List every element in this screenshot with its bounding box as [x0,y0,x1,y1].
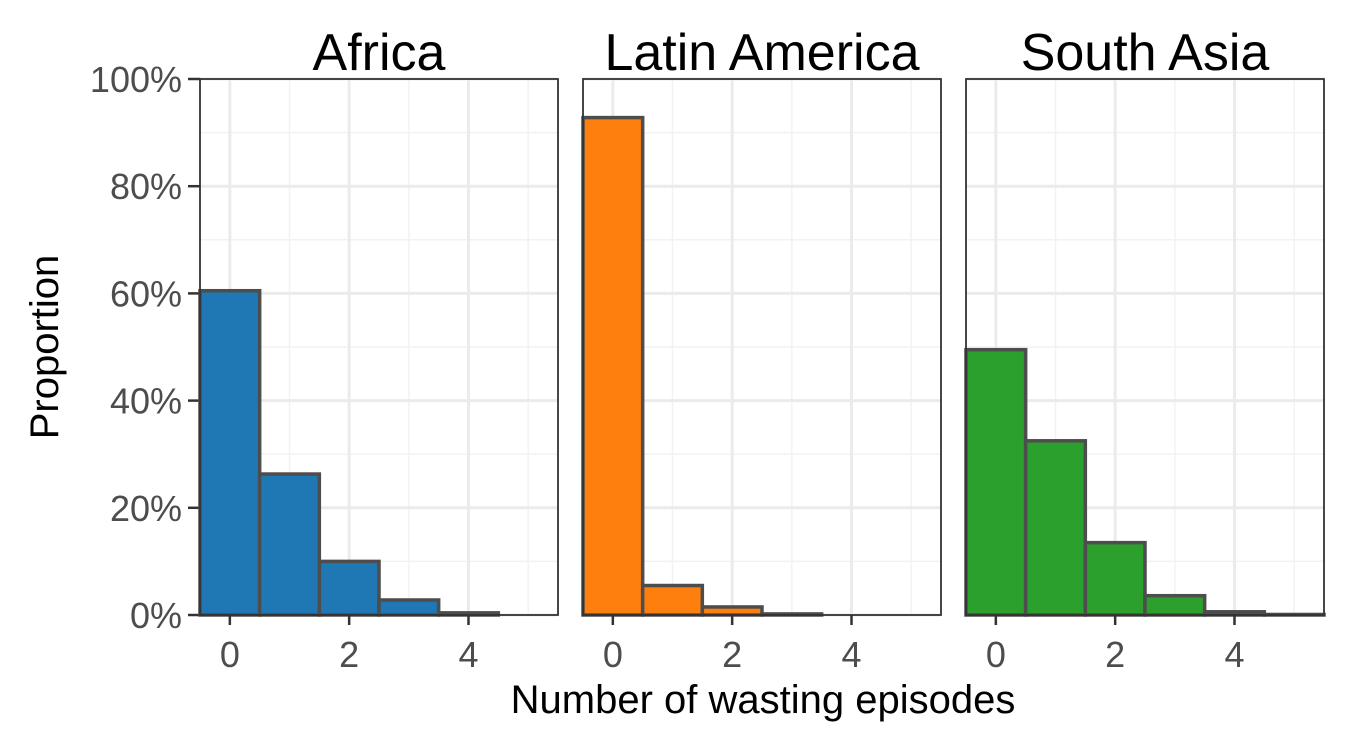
bar-2 [317,559,381,617]
y-tick-label: 100% [90,59,182,100]
x-tick-label: 2 [1105,634,1125,675]
panel-border [199,78,559,616]
bar-3 [1143,593,1207,617]
panel-south-asia: 0 2 4 South Asia [964,24,1326,675]
panel-title: South Asia [1021,24,1270,82]
panel-latin-america: 0 2 4 Latin America [581,24,942,675]
bar-2 [1083,540,1147,617]
panel-border [582,78,942,616]
y-tick-label: 0% [130,595,182,636]
x-tick-label: 0 [603,634,623,675]
y-axis: 0% 20% 40% 60% 80% 100% [90,59,200,636]
x-tick-label: 0 [220,634,240,675]
panel-title: Africa [313,24,446,82]
panel-title: Latin America [604,24,919,82]
x-tick-label: 2 [339,634,359,675]
x-tick-label: 4 [1224,634,1244,675]
x-tick-label: 0 [986,634,1006,675]
bar-1 [1023,439,1088,617]
bar-0 [581,115,645,617]
y-tick-label: 40% [110,381,182,422]
bar-0 [964,347,1028,617]
bar-2 [700,605,764,617]
y-tick-label: 20% [110,488,182,529]
bar-1 [640,583,705,617]
x-tick-label: 2 [722,634,742,675]
bar-0 [198,288,262,617]
bar-1 [257,472,322,617]
x-tick-label: 4 [841,634,861,675]
panel-border [965,78,1325,616]
y-axis-title: Proportion [23,255,67,440]
panel-africa: 0 2 4 Africa [198,24,559,675]
y-tick-label: 80% [110,166,182,207]
panels: 0 2 4 Africa 0 2 4 Latin America 0 2 4 South Asia [198,24,1326,675]
y-tick-label: 60% [110,273,182,314]
x-axis-title: Number of wasting episodes [511,678,1016,722]
x-tick-label: 4 [458,634,478,675]
bar-3 [377,598,441,617]
